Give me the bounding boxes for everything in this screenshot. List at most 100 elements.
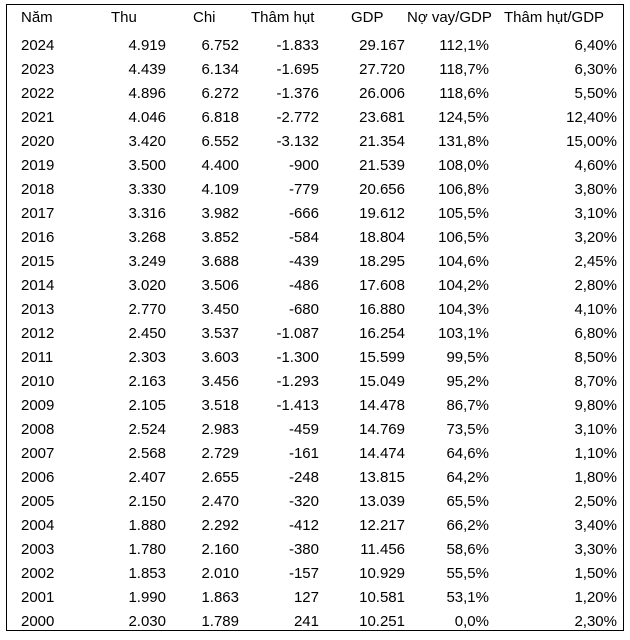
year-cell: 2012 <box>21 325 55 342</box>
tham-hut-cell: -320 <box>288 493 319 510</box>
header-gdp: GDP <box>351 9 384 26</box>
header-tham-hut: Thâm hụt <box>251 9 315 26</box>
gdp-cell: 13.039 <box>359 493 405 510</box>
no-vay-gdp-cell: 118,6% <box>439 85 489 102</box>
chi-cell: 4.400 <box>201 157 239 174</box>
tham-hut-gdp-cell: 2,30% <box>574 613 617 630</box>
header-tham-hut-gdp: Thâm hụt/GDP <box>504 9 605 26</box>
thu-cell: 3.316 <box>128 205 166 222</box>
thu-cell: 2.524 <box>128 421 166 438</box>
no-vay-gdp-cell: 58,6% <box>446 541 489 558</box>
thu-cell: 2.770 <box>128 301 166 318</box>
gdp-cell: 19.612 <box>359 205 405 222</box>
tham-hut-cell: -1.376 <box>276 85 319 102</box>
table-row: 2007 2.568 2.729 -161 14.474 64,6% 1,10% <box>7 441 623 465</box>
thu-cell: 2.407 <box>128 469 166 486</box>
tham-hut-gdp-cell: 2,45% <box>574 253 617 270</box>
gdp-cell: 18.295 <box>359 253 405 270</box>
tham-hut-gdp-cell: 6,80% <box>574 325 617 342</box>
chi-cell: 3.518 <box>201 397 239 414</box>
gdp-cell: 17.608 <box>359 277 405 294</box>
chi-cell: 2.160 <box>201 541 239 558</box>
chi-cell: 3.603 <box>201 349 239 366</box>
tham-hut-gdp-cell: 4,60% <box>574 157 617 174</box>
tham-hut-cell: -486 <box>288 277 319 294</box>
tham-hut-cell: -1.300 <box>276 349 319 366</box>
gdp-cell: 10.581 <box>359 589 405 606</box>
gdp-cell: 27.720 <box>359 61 405 78</box>
chi-cell: 6.134 <box>201 61 239 78</box>
no-vay-gdp-cell: 124,5% <box>438 109 489 126</box>
thu-cell: 2.450 <box>128 325 166 342</box>
tham-hut-cell: -248 <box>288 469 319 486</box>
table-row: 2020 3.420 6.552 -3.132 21.354 131,8% 15,00% <box>7 129 623 153</box>
gdp-cell: 18.804 <box>359 229 405 246</box>
tham-hut-cell: -1.695 <box>276 61 319 78</box>
header-nam: Năm <box>21 9 53 26</box>
gdp-cell: 13.815 <box>359 469 405 486</box>
year-cell: 2003 <box>21 541 55 558</box>
no-vay-gdp-cell: 64,2% <box>446 469 489 486</box>
thu-cell: 3.249 <box>128 253 166 270</box>
thu-cell: 3.500 <box>128 157 166 174</box>
thu-cell: 2.163 <box>128 373 166 390</box>
thu-cell: 1.990 <box>128 589 166 606</box>
chi-cell: 3.506 <box>201 277 239 294</box>
thu-cell: 1.880 <box>128 517 166 534</box>
gdp-cell: 14.769 <box>359 421 405 438</box>
table-row: 2013 2.770 3.450 -680 16.880 104,3% 4,10% <box>7 297 623 321</box>
thu-cell: 2.150 <box>128 493 166 510</box>
tham-hut-cell: -380 <box>288 541 319 558</box>
thu-cell: 1.853 <box>128 565 166 582</box>
tham-hut-gdp-cell: 3,10% <box>574 205 617 222</box>
tham-hut-cell: -161 <box>288 445 319 462</box>
no-vay-gdp-cell: 65,5% <box>446 493 489 510</box>
year-cell: 2014 <box>21 277 55 294</box>
no-vay-gdp-cell: 112,1% <box>439 37 489 54</box>
thu-cell: 3.330 <box>128 181 166 198</box>
table-row: 2014 3.020 3.506 -486 17.608 104,2% 2,80% <box>7 273 623 297</box>
gdp-cell: 16.880 <box>359 301 405 318</box>
thu-cell: 2.105 <box>128 397 166 414</box>
tham-hut-gdp-cell: 6,30% <box>574 61 617 78</box>
tham-hut-gdp-cell: 1,10% <box>574 445 617 462</box>
year-cell: 2002 <box>21 565 55 582</box>
tham-hut-gdp-cell: 2,50% <box>574 493 617 510</box>
year-cell: 2016 <box>21 229 55 246</box>
tham-hut-gdp-cell: 15,00% <box>566 133 617 150</box>
year-cell: 2019 <box>21 157 55 174</box>
tham-hut-gdp-cell: 5,50% <box>574 85 617 102</box>
gdp-cell: 15.049 <box>359 373 405 390</box>
tham-hut-gdp-cell: 3,40% <box>574 517 617 534</box>
chi-cell: 3.456 <box>201 373 239 390</box>
chi-cell: 4.109 <box>201 181 239 198</box>
thu-cell: 2.568 <box>128 445 166 462</box>
no-vay-gdp-cell: 103,1% <box>438 325 489 342</box>
data-table: Năm Thu Chi Thâm hụt GDP Nợ vay/GDP Thâm… <box>6 4 624 631</box>
chi-cell: 2.983 <box>201 421 239 438</box>
table-row: 2011 2.303 3.603 -1.300 15.599 99,5% 8,50% <box>7 345 623 369</box>
year-cell: 2010 <box>21 373 55 390</box>
table-row: 2015 3.249 3.688 -439 18.295 104,6% 2,45% <box>7 249 623 273</box>
no-vay-gdp-cell: 104,2% <box>438 277 489 294</box>
year-cell: 2000 <box>21 613 55 630</box>
table-row: 2009 2.105 3.518 -1.413 14.478 86,7% 9,80% <box>7 393 623 417</box>
thu-cell: 4.919 <box>128 37 166 54</box>
chi-cell: 2.292 <box>201 517 239 534</box>
tham-hut-cell: -584 <box>288 229 319 246</box>
year-cell: 2023 <box>21 61 55 78</box>
year-cell: 2024 <box>21 37 55 54</box>
tham-hut-cell: -157 <box>288 565 319 582</box>
table-row: 2019 3.500 4.400 -900 21.539 108,0% 4,60% <box>7 153 623 177</box>
tham-hut-gdp-cell: 3,30% <box>574 541 617 558</box>
tham-hut-cell: 241 <box>293 613 319 630</box>
chi-cell: 6.552 <box>201 133 239 150</box>
no-vay-gdp-cell: 104,3% <box>438 301 489 318</box>
gdp-cell: 15.599 <box>359 349 405 366</box>
header-chi: Chi <box>193 9 216 26</box>
no-vay-gdp-cell: 108,0% <box>438 157 489 174</box>
chi-cell: 6.752 <box>201 37 239 54</box>
chi-cell: 2.655 <box>201 469 239 486</box>
year-cell: 2005 <box>21 493 55 510</box>
tham-hut-gdp-cell: 4,10% <box>574 301 617 318</box>
